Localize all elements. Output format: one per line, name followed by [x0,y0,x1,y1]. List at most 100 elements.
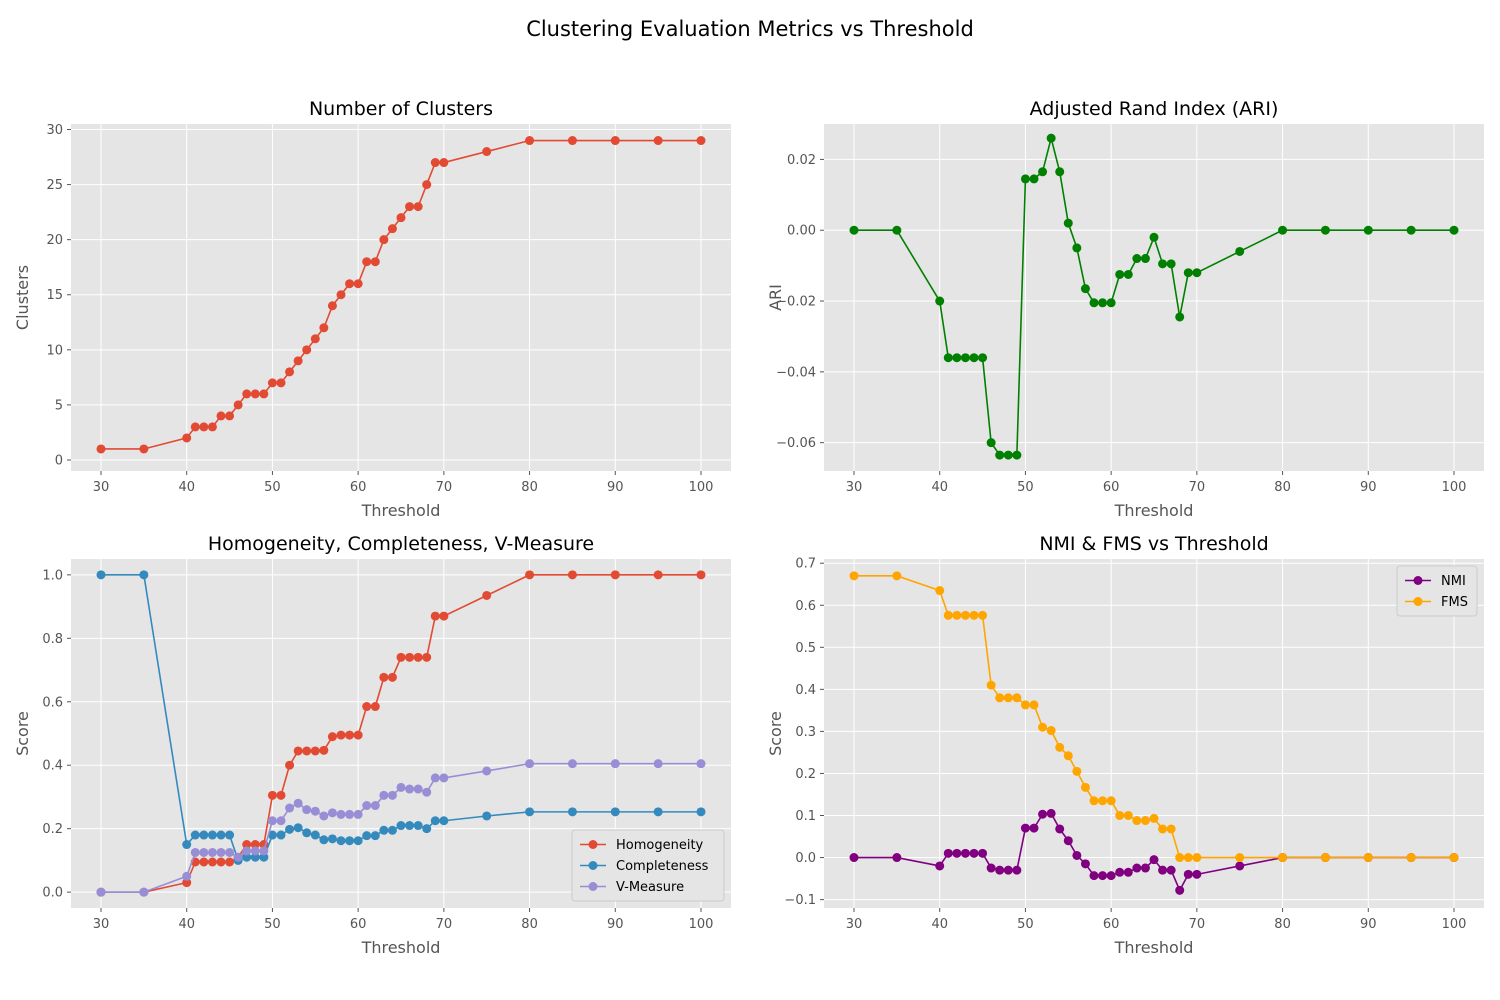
chart-ari: 30 40 50 60 70 80 90 100 −0.06 −0.04 −0.02 0.00 0.02… [766,98,1484,520]
data-point [396,821,406,831]
data-point [1278,853,1288,863]
chart-clusters: 30 40 50 60 70 80 90 100 0 5 10 15 20 25 30 Number of C… [13,98,731,520]
data-point [1158,824,1168,834]
data-point [1166,865,1176,875]
data-point [1149,232,1159,242]
y-tick-label: 0.4 [795,683,816,698]
x-tick-label: 100 [689,480,714,495]
y-tick-label: 0.02 [787,153,816,168]
x-tick-label: 80 [521,480,538,495]
data-point [653,759,663,769]
data-point [430,611,440,621]
data-point [952,848,962,858]
data-point [216,411,226,421]
data-point [1278,225,1288,235]
data-point [319,835,329,845]
data-point [1166,259,1176,269]
data-point [96,570,106,580]
data-point [276,830,286,840]
x-tick-label: 50 [264,917,281,932]
data-point [250,852,260,862]
data-point [276,790,286,800]
data-point [336,290,346,300]
data-point [293,798,303,808]
y-tick-label: 0.00 [787,224,816,239]
x-tick-label: 70 [436,480,453,495]
data-point [345,836,355,846]
data-point [302,345,312,355]
x-tick-label: 80 [521,917,538,932]
data-point [1106,298,1116,308]
legend-label: NMI [1441,574,1466,589]
y-tick-label: 1.0 [42,568,63,583]
y-tick-label: 0.3 [795,725,816,740]
data-point [986,680,996,690]
data-point [336,730,346,740]
data-point [430,158,440,168]
data-point [233,400,243,410]
data-point [139,570,149,580]
legend-box [571,829,725,902]
data-point [525,807,535,817]
data-point [327,301,337,311]
data-point [1175,312,1185,322]
data-point [396,213,406,223]
legend-label: V-Measure [616,880,684,895]
x-tick-label: 40 [931,917,948,932]
data-point [1140,816,1150,826]
data-point [345,809,355,819]
series-completeness [96,570,706,865]
x-tick-label: 70 [1189,917,1206,932]
data-point [207,857,217,867]
data-point [1158,259,1168,269]
data-point [978,353,988,363]
data-point [267,378,277,388]
data-point [935,861,945,871]
data-point [327,834,337,844]
y-tick-label: 10 [46,343,63,358]
data-point [1055,167,1065,177]
data-point [1063,836,1073,846]
data-point [405,821,415,831]
data-point [413,202,423,212]
data-point [362,257,372,267]
data-point [259,389,269,399]
y-axis-label: ARI [766,284,785,311]
data-point [995,865,1005,875]
data-point [1046,808,1056,818]
data-point [439,816,449,826]
x-tick-label: 90 [1360,917,1377,932]
chart-title: Adjusted Rand Index (ARI) [1030,98,1279,120]
data-point [1038,809,1048,819]
data-point [362,702,372,712]
data-point [1046,726,1056,736]
data-point [285,824,295,834]
data-point [696,759,706,769]
chart-title: Homogeneity, Completeness, V-Measure [208,533,594,555]
chart-title: Number of Clusters [309,98,493,120]
data-point [696,807,706,817]
data-point [439,158,449,168]
data-point [1235,853,1245,863]
data-point [952,610,962,620]
data-point [1149,855,1159,865]
data-point [849,225,859,235]
data-point [892,853,902,863]
data-point [525,570,535,580]
data-point [567,136,577,146]
data-point [978,610,988,620]
data-point [216,847,226,857]
data-point [1038,167,1048,177]
x-axis-label: Threshold [1114,938,1194,957]
y-tick-label: 30 [46,123,63,138]
data-point [1132,863,1142,873]
data-point [1080,859,1090,869]
data-point [422,652,432,662]
data-point [567,570,577,580]
data-point [242,840,252,850]
legend-marker [588,840,598,849]
data-point [943,353,953,363]
y-tick-label: 0.6 [795,599,816,614]
x-tick-label: 30 [93,917,110,932]
